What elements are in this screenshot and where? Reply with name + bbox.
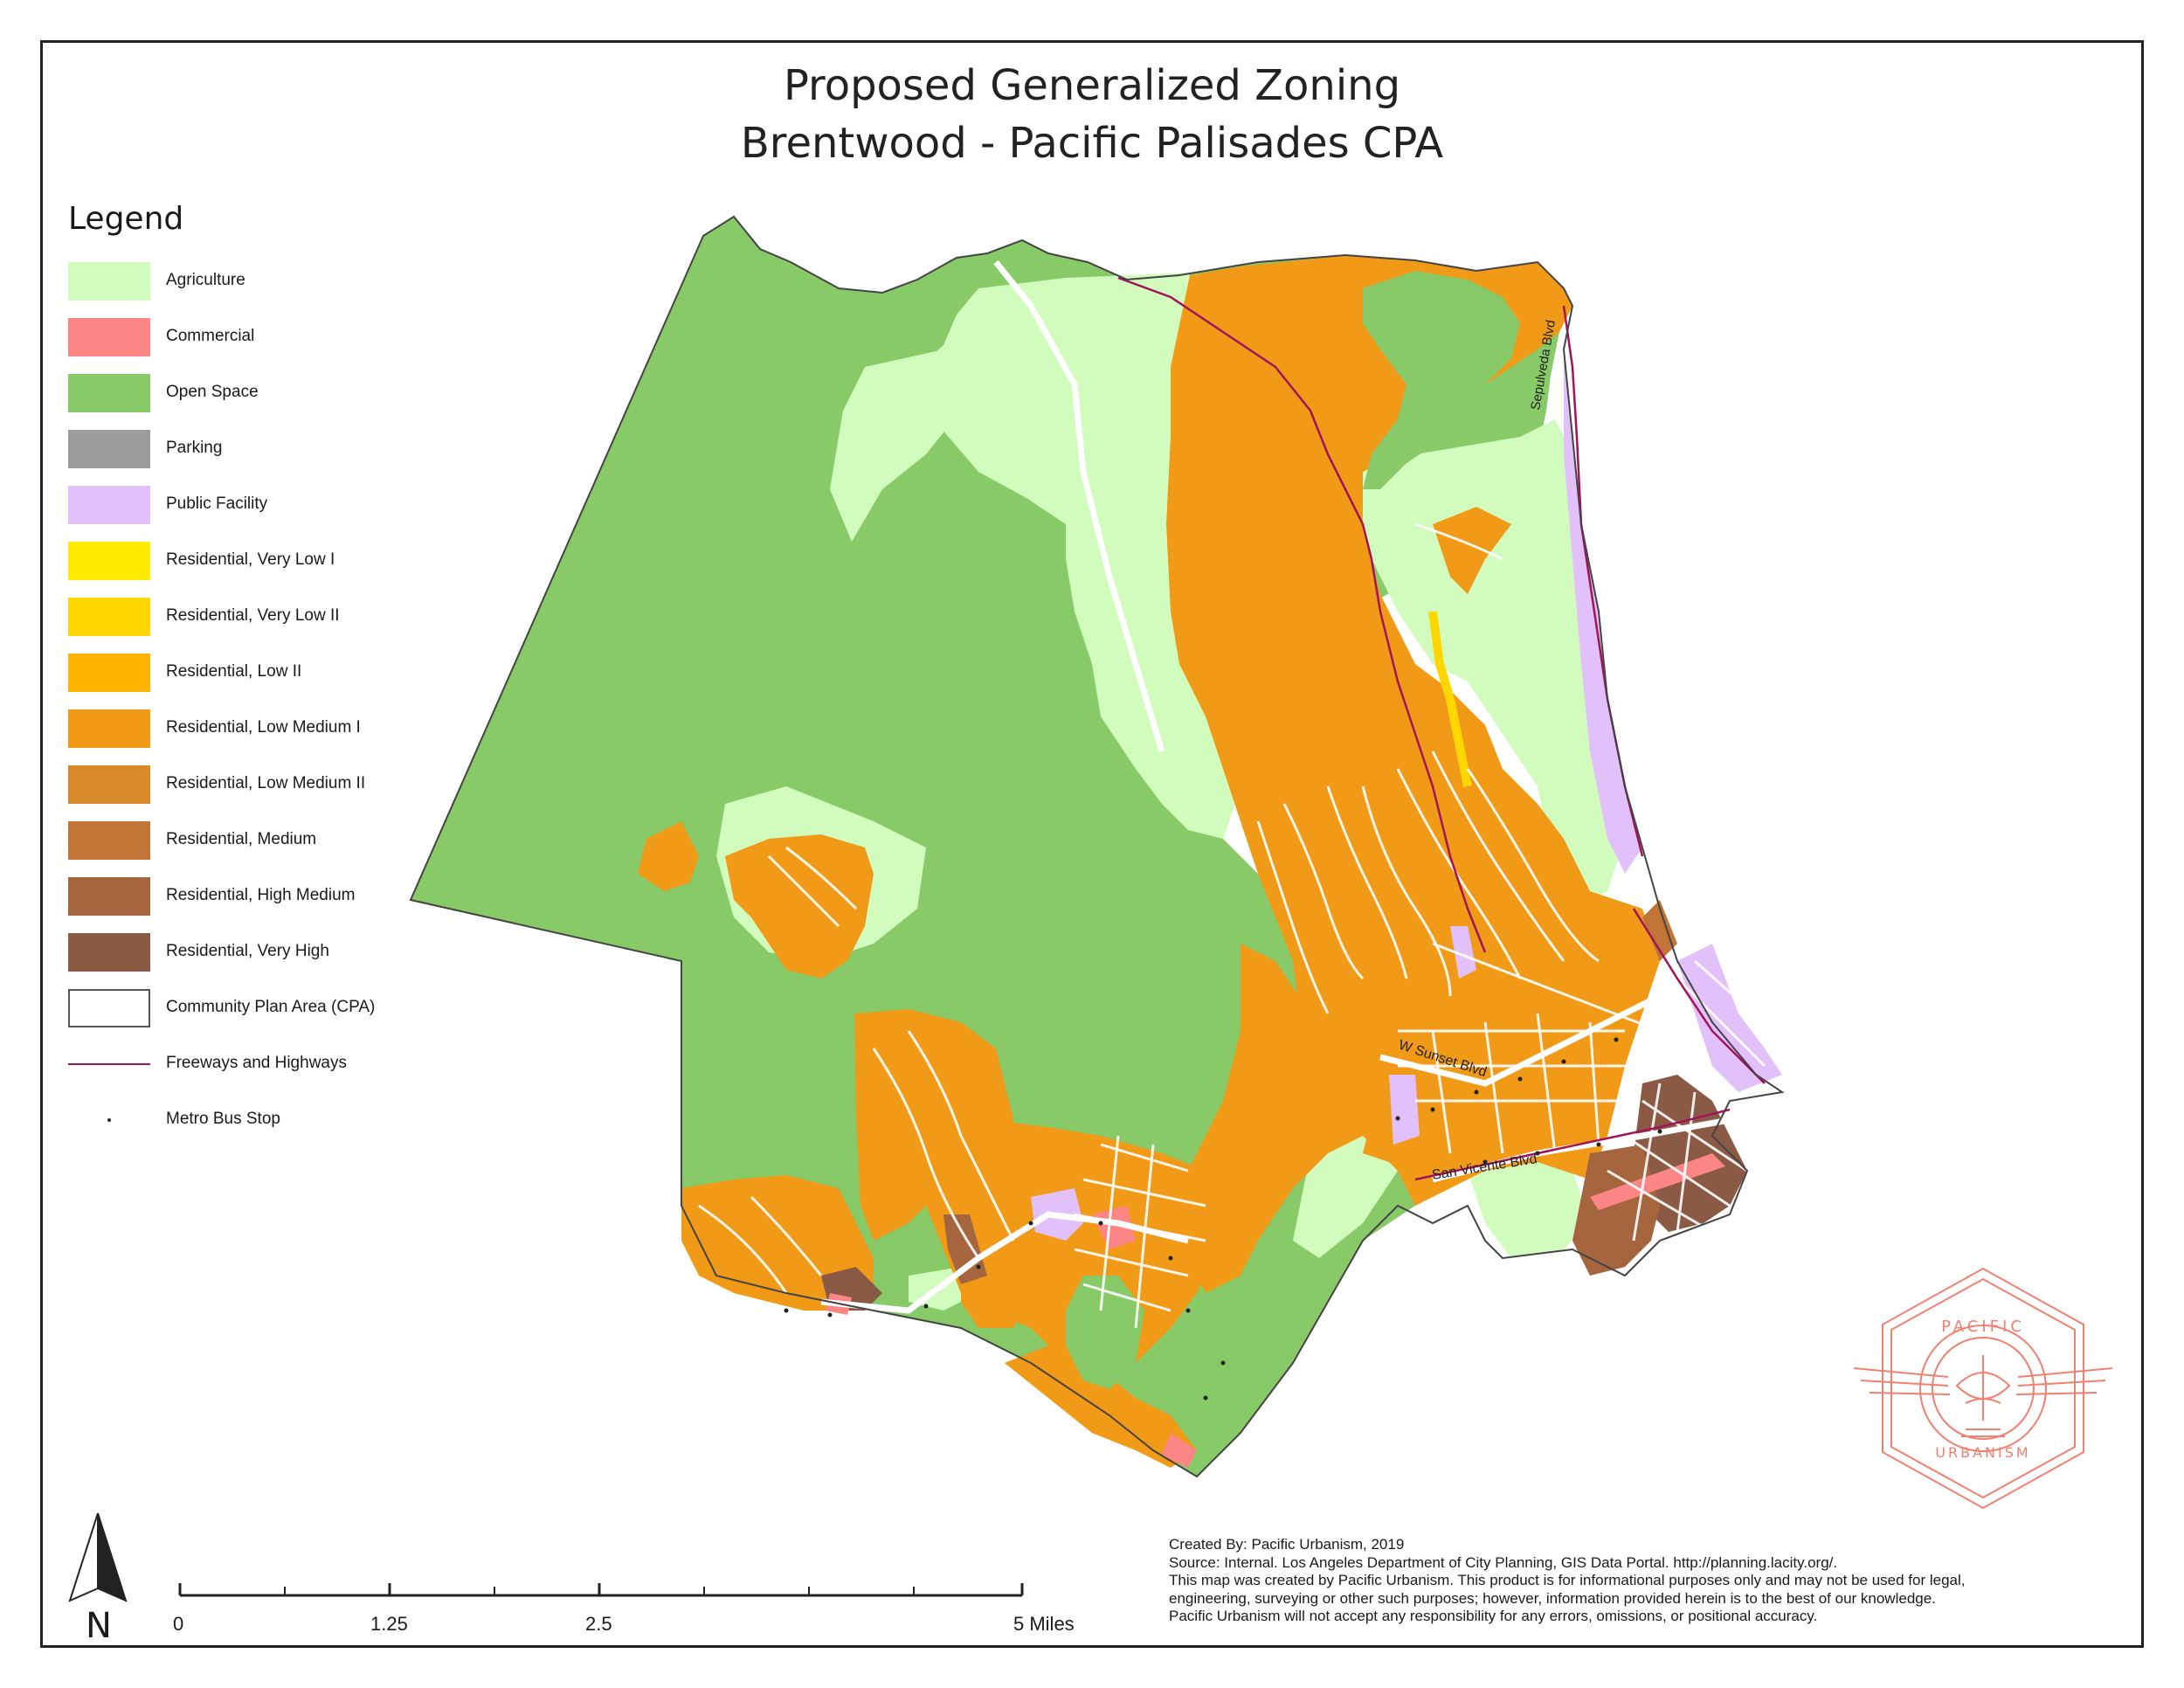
residential-medium-area	[1642, 900, 1677, 961]
public-facility-area	[1450, 926, 1476, 979]
legend-item-res-high-medium: Residential, High Medium	[68, 877, 435, 916]
legend-swatch	[68, 542, 150, 580]
legend-swatch	[68, 933, 150, 972]
bus-stop-markers	[784, 1037, 1662, 1401]
scale-tick-0: 0	[173, 1613, 184, 1635]
legend-swatch	[68, 765, 150, 804]
map-subtitle: Brentwood - Pacific Palisades CPA	[740, 119, 1444, 168]
legend-item-commercial: Commercial	[68, 318, 435, 356]
legend-item-res-very-low-1: Residential, Very Low I	[68, 542, 435, 580]
agriculture-area	[1468, 1153, 1590, 1258]
major-roads	[820, 259, 1739, 1314]
legend-label: Residential, Very Low II	[166, 606, 340, 625]
residential-high-medium-area	[1572, 1145, 1660, 1276]
bus-stop-icon	[107, 1118, 111, 1122]
legend-swatch	[68, 821, 150, 860]
credits-line: Pacific Urbanism will not accept any res…	[1169, 1608, 1818, 1624]
map-title: Proposed Generalized Zoning	[783, 61, 1401, 110]
commercial-area	[1590, 1153, 1725, 1210]
legend-swatch	[68, 262, 150, 301]
legend-title: Legend	[68, 201, 184, 237]
residential-low-medium-area	[725, 834, 874, 979]
legend-item-res-low-medium-2: Residential, Low Medium II	[68, 765, 435, 804]
legend-label: Residential, Low Medium II	[166, 774, 366, 792]
legend-label: Residential, Low II	[166, 662, 302, 681]
credits-block: Created By: Pacific Urbanism, 2019 Sourc…	[1169, 1536, 2130, 1626]
legend-swatch	[68, 877, 150, 916]
public-facility-area	[1389, 1075, 1420, 1145]
legend-label: Residential, Very High	[166, 942, 329, 960]
map-frame	[40, 40, 2144, 1648]
residential-low-medium-area	[1005, 1346, 1197, 1468]
credits-line: This map was created by Pacific Urbanism…	[1169, 1572, 1966, 1588]
logo-top-text: PACIFIC	[1941, 1318, 2025, 1336]
legend-swatch	[68, 598, 150, 636]
legend-item-res-very-high: Residential, Very High	[68, 933, 435, 972]
legend-label: Public Facility	[166, 495, 268, 513]
legend-label: Parking	[166, 439, 223, 457]
open-space-area	[1363, 271, 1520, 489]
legend-swatch	[68, 486, 150, 524]
legend-item-freeways: Freeways and Highways	[68, 1045, 435, 1083]
cpa-boundary	[409, 215, 1785, 1478]
open-space-area	[1066, 1276, 1144, 1389]
legend-swatch	[68, 709, 150, 748]
scale-tick-2: 2.5	[585, 1613, 612, 1635]
credits-line: Source: Internal. Los Angeles Department…	[1169, 1553, 1838, 1571]
north-arrow-icon	[68, 1512, 128, 1602]
scale-tick-1: 1.25	[370, 1613, 408, 1635]
legend-label: Metro Bus Stop	[166, 1110, 280, 1128]
scale-tick-3: 5 Miles	[1013, 1613, 1075, 1635]
logo-bottom-text: URBANISM	[1935, 1444, 2030, 1461]
commercial-area	[1092, 1206, 1136, 1249]
legend-label: Open Space	[166, 383, 259, 401]
credits-line: engineering, surveying or other such pur…	[1169, 1589, 1936, 1607]
legend-item-res-very-low-2: Residential, Very Low II	[68, 598, 435, 636]
legend-label: Residential, Low Medium I	[166, 718, 361, 737]
residential-low-medium-area	[854, 1009, 1013, 1241]
agriculture-area	[1293, 1136, 1398, 1258]
legend-item-open-space: Open Space	[68, 374, 435, 412]
legend-item-res-low-2: Residential, Low II	[68, 654, 435, 692]
legend-swatch	[68, 430, 150, 468]
legend-swatch	[68, 989, 150, 1027]
public-facility-area	[1677, 944, 1782, 1092]
freeway-network	[1117, 276, 1766, 1181]
legend-label: Residential, Very Low I	[166, 550, 335, 569]
legend-item-res-low-medium-1: Residential, Low Medium I	[68, 709, 435, 748]
legend-label: Residential, High Medium	[166, 886, 356, 904]
north-label: N	[86, 1606, 112, 1646]
agriculture-area	[909, 273, 1241, 839]
legend-swatch	[68, 318, 150, 356]
legend-item-cpa: Community Plan Area (CPA)	[68, 989, 435, 1027]
credits-line: Created By: Pacific Urbanism, 2019	[1169, 1536, 1405, 1553]
legend-label: Commercial	[166, 327, 255, 345]
legend-swatch	[68, 374, 150, 412]
legend-item-agriculture: Agriculture	[68, 262, 435, 301]
agriculture-area	[1345, 419, 1625, 909]
legend-label: Freeways and Highways	[166, 1054, 347, 1072]
agriculture-area	[830, 349, 961, 542]
scale-bar	[178, 1583, 1024, 1597]
legend-label: Agriculture	[166, 271, 245, 289]
legend-item-res-medium: Residential, Medium	[68, 821, 435, 860]
residential-low-medium-area	[1433, 507, 1511, 594]
legend-label: Residential, Medium	[166, 830, 317, 848]
freeway-line-icon	[68, 1063, 150, 1065]
legend-item-public-facility: Public Facility	[68, 486, 435, 524]
residential-very-low-area	[1428, 611, 1472, 787]
legend-item-bus-stop: Metro Bus Stop	[68, 1101, 435, 1139]
legend-label: Community Plan Area (CPA)	[166, 998, 376, 1016]
legend-item-parking: Parking	[68, 430, 435, 468]
pacific-urbanism-logo: PACIFIC URBANISM	[1853, 1267, 2113, 1510]
residential-low-medium-area	[638, 821, 699, 891]
commercial-area	[1162, 1433, 1197, 1468]
legend-swatch	[68, 654, 150, 692]
